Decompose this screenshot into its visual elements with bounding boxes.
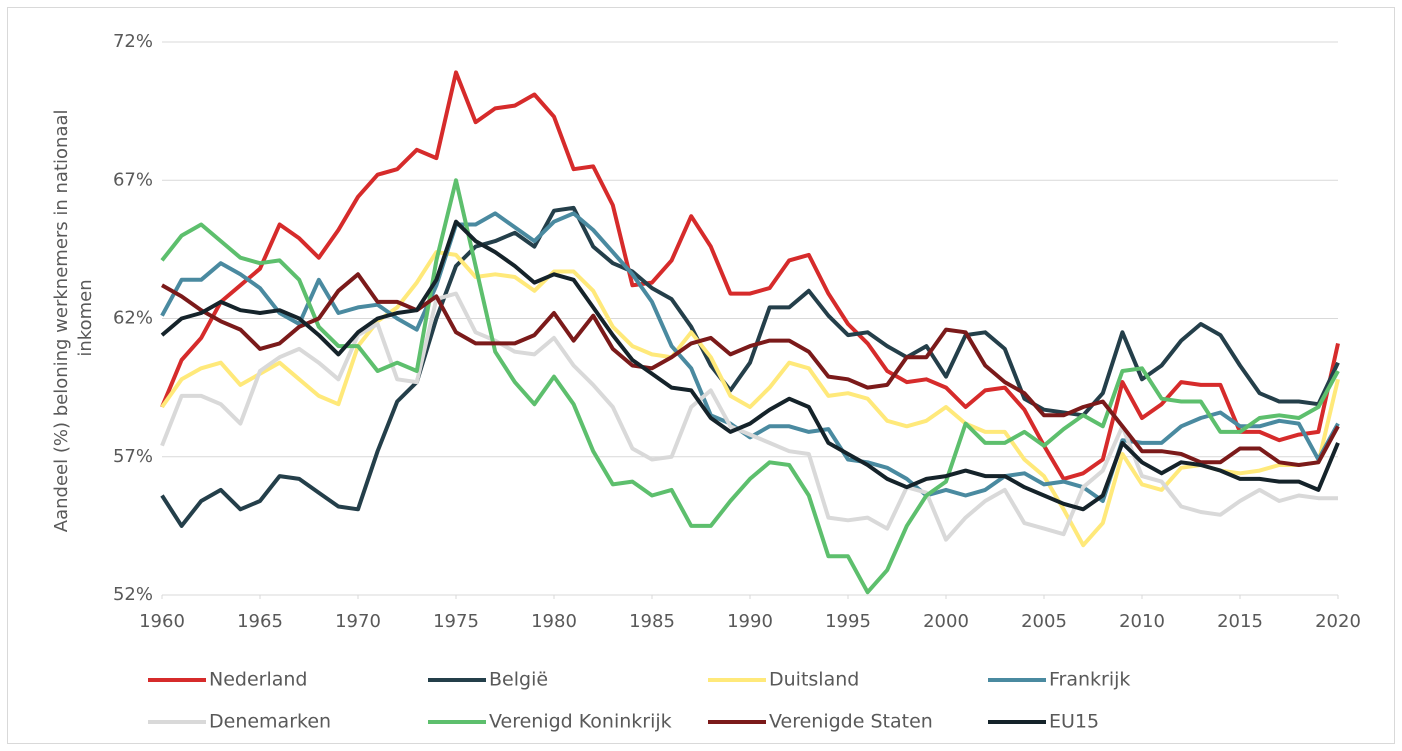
x-tick-label: 1965 [237, 611, 283, 632]
y-tick-label: 52% [113, 584, 153, 605]
x-tick-label: 1985 [629, 611, 675, 632]
y-axis-label-line: Aandeel (%) beloning werknemers in natio… [51, 110, 72, 533]
legend-label: Denemarken [209, 711, 331, 733]
y-axis-label-line: inkomen [75, 279, 96, 356]
legend-label: Frankrijk [1049, 669, 1130, 691]
x-tick-label: 1960 [139, 611, 185, 632]
legend-label: Verenigde Staten [769, 711, 933, 733]
legend-label: Nederland [209, 669, 308, 691]
x-tick-label: 2015 [1217, 611, 1263, 632]
x-tick-label: 2020 [1315, 611, 1361, 632]
x-tick-label: 2005 [1021, 611, 1067, 632]
legend-label: België [489, 669, 548, 691]
series-line [160, 219, 1340, 512]
y-tick-label: 57% [113, 446, 153, 467]
chart-frame [7, 7, 1395, 744]
x-tick-label: 1975 [433, 611, 479, 632]
y-tick-label: 62% [113, 308, 153, 329]
x-tick-label: 2000 [923, 611, 969, 632]
x-tick-label: 1980 [531, 611, 577, 632]
x-tick-label: 1990 [727, 611, 773, 632]
series-line [160, 211, 1340, 503]
legend-label: Verenigd Koninkrijk [489, 711, 672, 733]
series-line [160, 205, 1340, 528]
y-tick-label: 67% [113, 169, 153, 190]
legend-label: EU15 [1049, 711, 1099, 733]
x-tick-label: 2010 [1119, 611, 1165, 632]
x-tick-label: 1995 [825, 611, 871, 632]
series-line [161, 272, 1340, 467]
x-tick-label: 1970 [335, 611, 381, 632]
legend-label: Duitsland [769, 669, 859, 691]
y-axis-label: Aandeel (%) beloning werknemers in natio… [51, 104, 96, 532]
series-line [160, 178, 1340, 595]
y-tick-label: 72% [113, 31, 153, 52]
series-line [160, 70, 1340, 481]
